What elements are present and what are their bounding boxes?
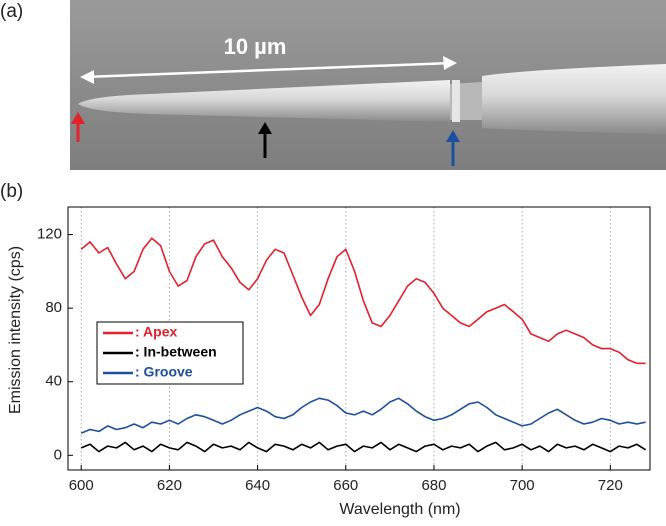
y-tick-label: 0	[54, 446, 62, 463]
legend-label: : In-between	[135, 344, 217, 360]
series-line	[80, 441, 647, 453]
x-tick-label: 680	[421, 477, 446, 494]
y-axis-title: Emission intensity (cps)	[7, 246, 24, 414]
panel-label: (b)	[0, 181, 23, 202]
x-tick-label: 620	[157, 477, 182, 494]
y-tick-label: 40	[45, 373, 62, 390]
x-tick-label: 600	[69, 477, 94, 494]
x-tick-label: 660	[333, 477, 358, 494]
legend-label: : Groove	[135, 364, 193, 380]
panel-label: (a)	[0, 1, 23, 22]
x-axis-title: Wavelength (nm)	[339, 501, 460, 518]
x-tick-label: 720	[598, 477, 623, 494]
series-line	[80, 397, 646, 434]
scale-label: 10 µm	[224, 34, 287, 59]
y-tick-label: 120	[37, 226, 62, 243]
legend-label: : Apex	[135, 324, 177, 340]
sem-image	[70, 0, 666, 170]
y-tick-label: 80	[45, 299, 62, 316]
x-tick-label: 700	[510, 477, 535, 494]
plot-frame	[67, 206, 651, 471]
x-tick-label: 640	[245, 477, 270, 494]
series-line	[80, 237, 646, 365]
